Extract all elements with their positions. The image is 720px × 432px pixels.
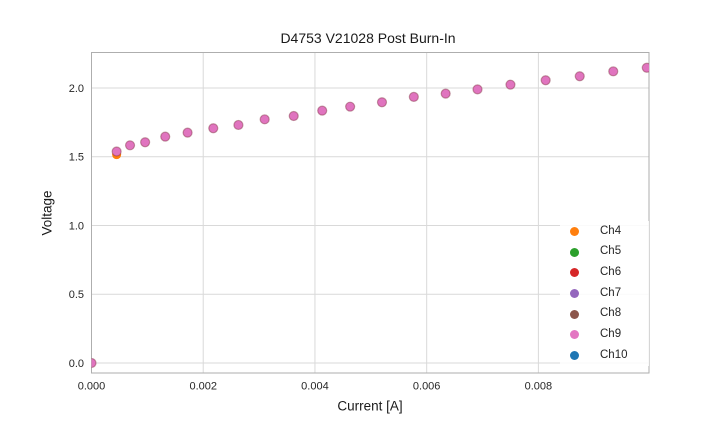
legend-label: Ch4 <box>600 224 622 237</box>
data-point <box>208 123 219 134</box>
data-point <box>376 97 388 108</box>
x-tick-label: 0.008 <box>525 381 553 393</box>
y-tick-label: 1.5 <box>69 152 84 164</box>
x-tick-label: 0.004 <box>301 381 329 393</box>
legend-marker-icon <box>569 226 579 236</box>
data-point <box>233 119 244 131</box>
data-point <box>540 75 551 86</box>
data-point <box>288 110 299 122</box>
legend-item-ch7: Ch7 <box>560 283 649 304</box>
y-axis-label: Voltage <box>39 190 55 236</box>
plot-border <box>91 52 650 374</box>
legend-item-ch5: Ch5 <box>560 242 649 263</box>
legend-marker-icon <box>569 351 579 361</box>
x-tick-label: 0.000 <box>78 381 106 393</box>
legend-marker-icon <box>569 247 579 257</box>
legend-item-ch6: Ch6 <box>560 262 649 283</box>
data-point <box>408 91 419 103</box>
legend-label: Ch5 <box>600 245 622 258</box>
data-point <box>111 146 122 157</box>
scatter-points <box>91 62 649 369</box>
data-point <box>182 127 193 138</box>
legend-label: Ch6 <box>600 266 622 279</box>
legend-item-ch4: Ch4 <box>560 221 649 242</box>
legend-marker-icon <box>569 289 579 299</box>
y-tick-label: 0.5 <box>69 289 84 301</box>
data-point <box>440 88 451 99</box>
data-point <box>641 62 649 73</box>
legend: Ch4 Ch5 Ch6 Ch7 Ch8 Ch9 Ch10 <box>560 221 649 366</box>
gridlines <box>91 52 649 373</box>
legend-item-ch9: Ch9 <box>560 325 649 346</box>
legend-marker-icon <box>569 330 579 340</box>
x-axis-label: Current [A] <box>337 398 403 414</box>
legend-label: Ch10 <box>600 348 628 361</box>
x-tick-label: 0.002 <box>189 381 217 393</box>
data-point <box>574 71 585 82</box>
data-point <box>608 66 619 77</box>
legend-marker-icon <box>569 309 579 319</box>
y-tick-label: 2.0 <box>69 83 84 95</box>
data-point <box>472 84 483 95</box>
chart-title: D4753 V21028 Post Burn-In <box>280 30 456 46</box>
data-point <box>124 140 136 151</box>
legend-label: Ch9 <box>600 328 622 341</box>
legend-marker-icon <box>569 268 579 278</box>
data-point <box>91 357 97 369</box>
legend-label: Ch7 <box>600 286 622 299</box>
data-point <box>160 131 171 142</box>
y-tick-label: 0.0 <box>69 358 84 370</box>
data-point <box>345 101 356 112</box>
tick-labels: 0.000 0.002 0.004 0.006 0.008 0.0 0.5 1.0 1.5 2.0 <box>69 83 552 393</box>
legend-label: Ch8 <box>600 307 622 320</box>
y-tick-label: 1.0 <box>69 220 84 232</box>
data-point <box>317 105 328 116</box>
legend-item-ch8: Ch8 <box>560 304 649 325</box>
legend-item-ch10: Ch10 <box>560 345 649 366</box>
data-point <box>140 137 151 148</box>
data-point <box>259 114 270 125</box>
data-point <box>505 79 516 90</box>
x-tick-label: 0.006 <box>413 381 441 393</box>
